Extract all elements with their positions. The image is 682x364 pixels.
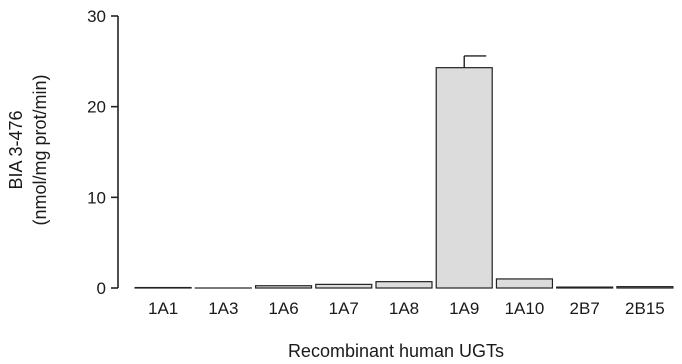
bar-1A7	[315, 283, 373, 289]
y-axis-title: BIA 3-476 (nmol/mg prot/min)	[6, 74, 50, 225]
x-axis-title: Recombinant human UGTs	[288, 341, 504, 361]
x-tick-label-2B7: 2B7	[570, 299, 600, 318]
x-tick-label-1A3: 1A3	[208, 299, 238, 318]
y-tick-label-30: 30	[87, 7, 106, 26]
bar-1A10	[495, 278, 554, 289]
bar-2B7	[556, 286, 614, 289]
bar-1A6	[254, 285, 313, 289]
y-tick-label-20: 20	[87, 98, 106, 117]
y-tick-label-10: 10	[87, 188, 106, 207]
x-tick-label-1A6: 1A6	[268, 299, 298, 318]
x-tick-label-1A10: 1A10	[505, 299, 545, 318]
y-tick-label-0: 0	[97, 279, 106, 298]
y-axis-title-line-2: (nmol/mg prot/min)	[30, 74, 50, 225]
y-axis-title-line-1: BIA 3-476	[6, 110, 26, 189]
bar-2B15	[616, 286, 674, 289]
bar-1A9	[435, 67, 493, 289]
x-tick-label-2B15: 2B15	[625, 299, 665, 318]
plot-area: 0 10 20 30 1A1 1A3 1A6 1A7 1A8 1A9 1A10 2B7 2B15	[87, 7, 674, 318]
x-tick-label-1A8: 1A8	[389, 299, 419, 318]
x-tick-label-1A7: 1A7	[329, 299, 359, 318]
bar-1A8	[375, 281, 433, 289]
x-tick-label-1A9: 1A9	[449, 299, 479, 318]
x-tick-label-1A1: 1A1	[148, 299, 178, 318]
